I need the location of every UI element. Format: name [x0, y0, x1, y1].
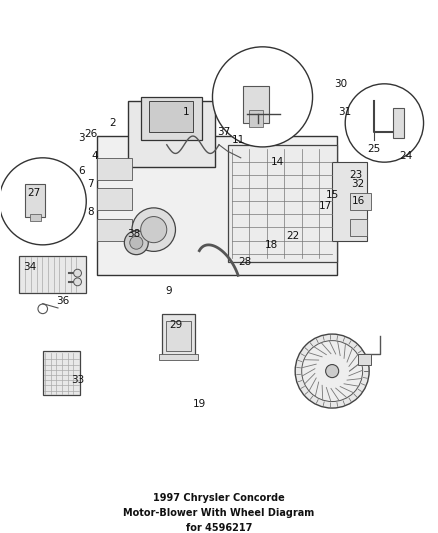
Text: 3: 3 — [78, 133, 85, 143]
Ellipse shape — [325, 365, 339, 377]
Text: 17: 17 — [319, 201, 332, 211]
Text: 1997 Chrysler Concorde: 1997 Chrysler Concorde — [153, 493, 285, 503]
Ellipse shape — [74, 278, 81, 286]
Ellipse shape — [130, 236, 143, 249]
Text: 9: 9 — [166, 286, 172, 296]
Text: 11: 11 — [232, 135, 245, 146]
Text: 26: 26 — [84, 129, 97, 139]
Text: 36: 36 — [56, 296, 69, 306]
FancyBboxPatch shape — [97, 136, 336, 276]
FancyBboxPatch shape — [162, 314, 195, 356]
Text: 30: 30 — [334, 79, 347, 89]
Ellipse shape — [302, 341, 363, 401]
Text: for 4596217: for 4596217 — [186, 523, 252, 533]
Text: 34: 34 — [23, 262, 36, 272]
FancyBboxPatch shape — [19, 256, 86, 293]
Text: 2: 2 — [109, 118, 116, 128]
FancyBboxPatch shape — [358, 354, 371, 365]
Ellipse shape — [132, 208, 176, 252]
Text: 18: 18 — [265, 240, 278, 250]
Text: 24: 24 — [399, 151, 413, 160]
Text: 38: 38 — [127, 229, 141, 239]
Text: 33: 33 — [71, 375, 84, 385]
Ellipse shape — [141, 216, 167, 243]
FancyBboxPatch shape — [332, 162, 367, 240]
Text: 16: 16 — [352, 196, 365, 206]
Text: 6: 6 — [78, 166, 85, 176]
FancyBboxPatch shape — [141, 97, 201, 140]
FancyBboxPatch shape — [25, 184, 45, 216]
FancyBboxPatch shape — [97, 219, 132, 240]
FancyBboxPatch shape — [127, 101, 215, 166]
FancyBboxPatch shape — [97, 158, 132, 180]
Text: 19: 19 — [193, 399, 206, 409]
Text: 23: 23 — [350, 170, 363, 180]
Text: 27: 27 — [28, 188, 41, 198]
Text: 14: 14 — [271, 157, 284, 167]
FancyBboxPatch shape — [393, 108, 404, 138]
FancyBboxPatch shape — [43, 351, 80, 395]
Text: 7: 7 — [87, 179, 94, 189]
Text: 15: 15 — [325, 190, 339, 200]
Circle shape — [0, 158, 86, 245]
Text: 4: 4 — [92, 151, 98, 160]
FancyBboxPatch shape — [97, 188, 132, 210]
FancyBboxPatch shape — [350, 192, 371, 210]
Text: 29: 29 — [169, 320, 182, 330]
Circle shape — [345, 84, 424, 162]
Ellipse shape — [124, 231, 148, 255]
Text: 22: 22 — [286, 231, 300, 241]
Text: Motor-Blower With Wheel Diagram: Motor-Blower With Wheel Diagram — [124, 508, 314, 518]
Ellipse shape — [295, 334, 369, 408]
FancyBboxPatch shape — [30, 214, 41, 221]
Circle shape — [212, 47, 313, 147]
FancyBboxPatch shape — [159, 354, 198, 360]
FancyBboxPatch shape — [228, 145, 336, 262]
FancyBboxPatch shape — [149, 101, 193, 132]
Text: 25: 25 — [367, 144, 380, 154]
Text: 31: 31 — [339, 107, 352, 117]
FancyBboxPatch shape — [350, 219, 367, 236]
FancyBboxPatch shape — [166, 321, 191, 351]
Text: 37: 37 — [217, 127, 230, 136]
Text: 8: 8 — [87, 207, 94, 217]
Text: 28: 28 — [238, 257, 252, 267]
Text: 1: 1 — [183, 107, 190, 117]
Ellipse shape — [74, 269, 81, 277]
FancyBboxPatch shape — [243, 86, 269, 123]
Text: 32: 32 — [352, 179, 365, 189]
FancyBboxPatch shape — [250, 110, 262, 127]
